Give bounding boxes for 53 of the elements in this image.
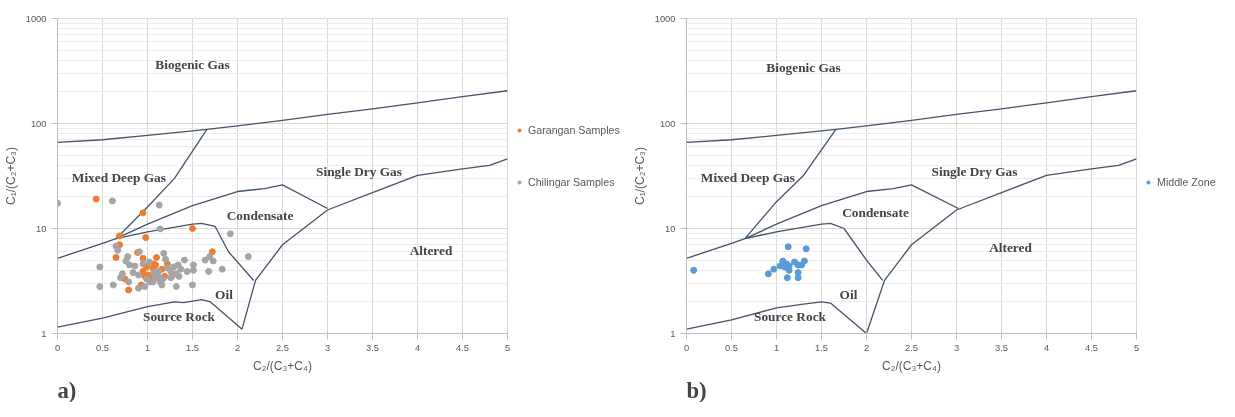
annotation: Oil <box>215 287 234 302</box>
x-tick-label: 1.5 <box>186 342 199 353</box>
y-tick-label: 100 <box>30 118 47 129</box>
x-tick-label: 3.5 <box>366 342 379 353</box>
y-tick-label: 100 <box>659 118 676 129</box>
annotation: Single Dry Gas <box>931 164 1018 180</box>
annotation: Mixed Deep Gas <box>71 170 166 186</box>
x-tick-label: 2.5 <box>905 342 918 353</box>
annotation: Oil <box>839 287 858 302</box>
y-tick-label: 1 <box>41 328 47 339</box>
annotation: Biogenic Gas <box>155 57 230 73</box>
y-axis-title: C₁/(C₂+C₃) <box>632 147 647 205</box>
legend-label: Middle Zone <box>1157 176 1216 188</box>
x-tick-label: 4.5 <box>1085 342 1098 353</box>
annotation: Source Rock <box>143 309 216 325</box>
x-tick-label: 2 <box>863 342 870 353</box>
x-axis-title: C₂/(C₃+C₄) <box>882 358 941 373</box>
x-tick-label: 1 <box>773 342 780 353</box>
x-tick-label: 1 <box>144 342 151 353</box>
annotation: Biogenic Gas <box>766 60 841 76</box>
y-tick-label: 10 <box>665 223 676 234</box>
annotation: Condensate <box>842 205 909 221</box>
x-tick-label: 0.5 <box>725 342 738 353</box>
y-tick-label: 1000 <box>654 13 676 24</box>
x-axis-title: C₂/(C₃+C₄) <box>253 358 312 373</box>
x-tick-label: 0 <box>683 342 690 353</box>
x-tick-label: 0 <box>54 342 61 353</box>
text: b) <box>686 377 707 403</box>
x-tick-label: 2 <box>234 342 241 353</box>
annotation: Source Rock <box>754 309 827 325</box>
y-axis-title: C₁/(C₂+C₃) <box>3 147 18 205</box>
legend-label: Garangan Samples <box>528 124 620 136</box>
y-tick-label: 10 <box>36 223 47 234</box>
x-tick-label: 3.5 <box>995 342 1008 353</box>
x-tick-label: 4 <box>414 342 421 353</box>
x-tick-label: 2.5 <box>276 342 289 353</box>
x-tick-label: 0.5 <box>96 342 109 353</box>
y-tick-label: 1000 <box>25 13 47 24</box>
annotation: Mixed Deep Gas <box>700 170 795 186</box>
annotation: Single Dry Gas <box>316 164 402 180</box>
annotation: Altered <box>409 242 453 258</box>
legend-label: Chilingar Samples <box>528 176 615 188</box>
x-tick-label: 4 <box>1043 342 1050 353</box>
x-tick-label: 1.5 <box>815 342 828 353</box>
x-tick-label: 5 <box>1133 342 1140 353</box>
x-tick-label: 3 <box>953 342 960 353</box>
annotation: Altered <box>989 239 1033 255</box>
x-tick-label: 5 <box>504 342 511 353</box>
y-tick-label: 1 <box>670 328 676 339</box>
text: a) <box>57 377 77 403</box>
x-tick-label: 3 <box>324 342 331 353</box>
x-tick-label: 4.5 <box>456 342 469 353</box>
annotation: Condensate <box>226 208 294 224</box>
